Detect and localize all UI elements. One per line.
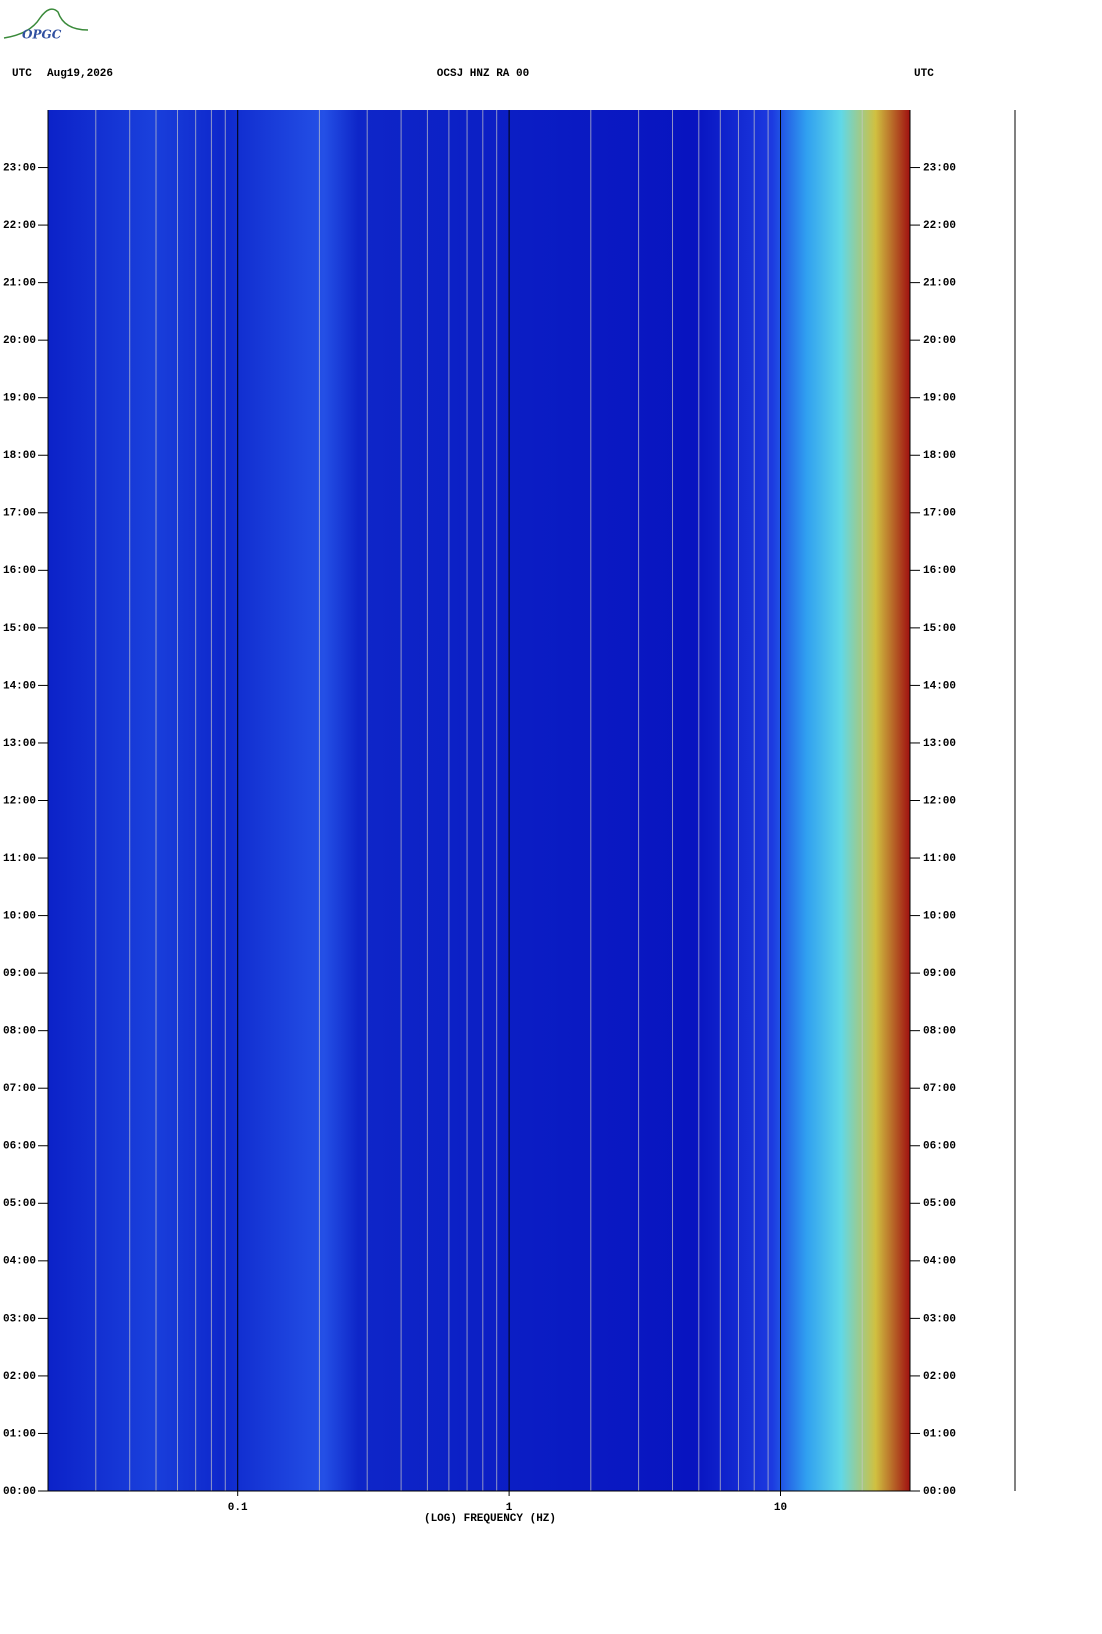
y-tick-label: 13:00 (3, 738, 36, 750)
y-tick-label: 21:00 (923, 278, 956, 290)
y-tick-label: 17:00 (923, 508, 956, 520)
logo: OPGC (22, 28, 62, 42)
y-tick-label: 07:00 (3, 1083, 36, 1095)
spectrogram (48, 110, 910, 1491)
y-tick-label: 00:00 (3, 1486, 36, 1498)
header-right: UTC (914, 68, 934, 80)
y-tick-label: 08:00 (923, 1026, 956, 1038)
y-tick-label: 12:00 (3, 795, 36, 807)
x-tick-label: 1 (506, 1502, 513, 1514)
y-tick-label: 06:00 (923, 1141, 956, 1153)
y-tick-label: 06:00 (3, 1141, 36, 1153)
y-tick-label: 10:00 (3, 910, 36, 922)
y-tick-label: 16:00 (3, 565, 36, 577)
y-tick-label: 05:00 (923, 1198, 956, 1210)
y-tick-label: 11:00 (923, 853, 956, 865)
y-tick-label: 00:00 (923, 1486, 956, 1498)
y-tick-label: 08:00 (3, 1026, 36, 1038)
y-tick-label: 12:00 (923, 795, 956, 807)
y-tick-label: 09:00 (3, 968, 36, 980)
y-tick-label: 18:00 (923, 450, 956, 462)
x-tick-label: 10 (774, 1502, 787, 1514)
y-tick-label: 04:00 (3, 1256, 36, 1268)
y-tick-label: 15:00 (3, 623, 36, 635)
y-tick-label: 16:00 (923, 565, 956, 577)
y-tick-label: 14:00 (923, 680, 956, 692)
y-tick-label: 04:00 (923, 1256, 956, 1268)
y-tick-label: 05:00 (3, 1198, 36, 1210)
y-tick-label: 01:00 (923, 1428, 956, 1440)
x-axis-label: (LOG) FREQUENCY (HZ) (424, 1513, 556, 1525)
y-tick-label: 07:00 (923, 1083, 956, 1095)
y-tick-label: 20:00 (923, 335, 956, 347)
y-tick-label: 13:00 (923, 738, 956, 750)
y-tick-label: 17:00 (3, 508, 36, 520)
y-tick-label: 14:00 (3, 680, 36, 692)
y-tick-label: 02:00 (923, 1371, 956, 1383)
y-tick-label: 02:00 (3, 1371, 36, 1383)
y-tick-label: 22:00 (3, 220, 36, 232)
y-tick-label: 03:00 (3, 1313, 36, 1325)
chart-title: OCSJ HNZ RA 00 (437, 68, 529, 80)
y-tick-label: 21:00 (3, 278, 36, 290)
y-tick-label: 09:00 (923, 968, 956, 980)
logo-mark (3, 8, 89, 39)
y-tick-label: 18:00 (3, 450, 36, 462)
y-tick-label: 03:00 (923, 1313, 956, 1325)
date: Aug19,2026 (47, 68, 113, 80)
x-tick-label: 0.1 (228, 1502, 248, 1514)
y-tick-label: 10:00 (923, 910, 956, 922)
y-tick-label: 19:00 (923, 393, 956, 405)
y-tick-label: 23:00 (923, 162, 956, 174)
y-tick-label: 20:00 (3, 335, 36, 347)
y-tick-label: 15:00 (923, 623, 956, 635)
header-left: UTC (12, 68, 32, 80)
y-tick-label: 01:00 (3, 1428, 36, 1440)
y-tick-label: 23:00 (3, 162, 36, 174)
y-tick-label: 22:00 (923, 220, 956, 232)
y-tick-label: 11:00 (3, 853, 36, 865)
y-tick-label: 19:00 (3, 393, 36, 405)
